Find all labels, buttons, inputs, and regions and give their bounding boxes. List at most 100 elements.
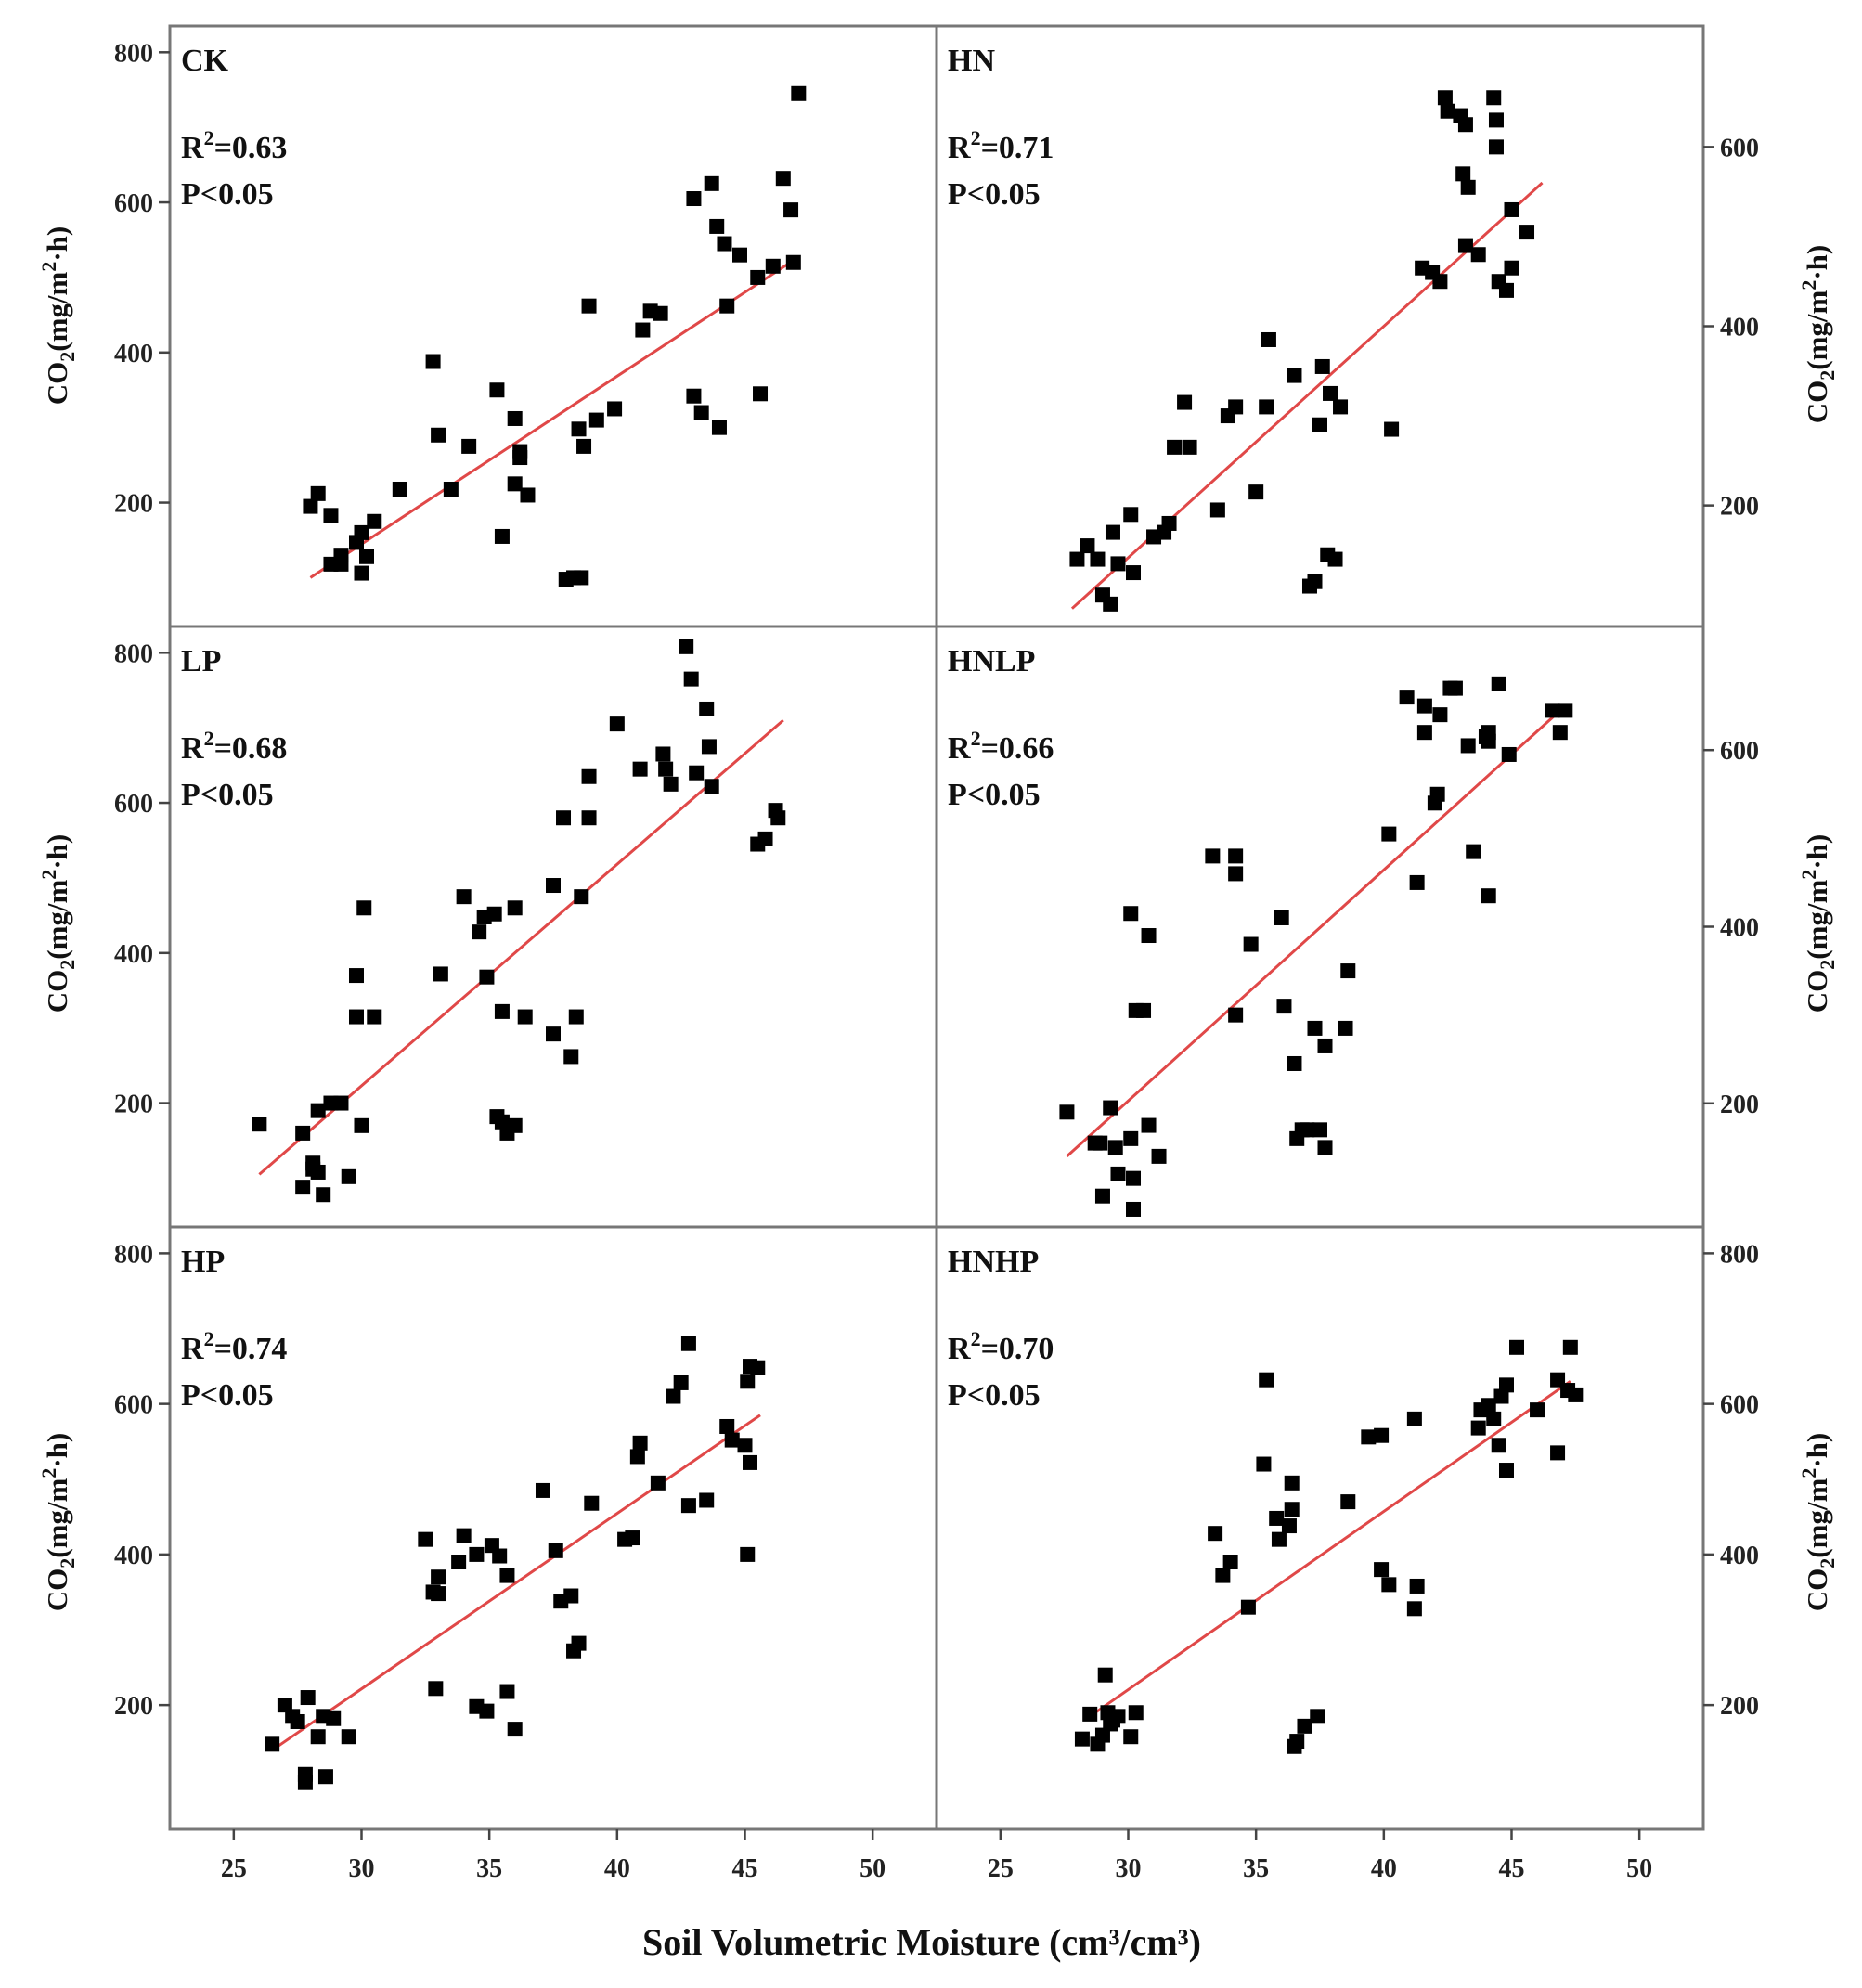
data-point bbox=[699, 1492, 715, 1508]
data-point bbox=[479, 1703, 495, 1719]
data-point bbox=[1271, 1531, 1287, 1547]
data-point bbox=[418, 1531, 433, 1547]
data-point bbox=[1228, 848, 1244, 864]
data-point bbox=[431, 1586, 446, 1602]
r-squared-label: R2=0.71 bbox=[948, 126, 1054, 165]
data-point bbox=[765, 258, 781, 274]
x-tick-label: 40 bbox=[1371, 1854, 1397, 1883]
data-point bbox=[1460, 179, 1476, 195]
data-point bbox=[323, 508, 339, 523]
data-point bbox=[1136, 1002, 1152, 1018]
data-point bbox=[1228, 399, 1244, 415]
data-point bbox=[1381, 1577, 1397, 1593]
data-point bbox=[663, 776, 679, 792]
data-point bbox=[1269, 1510, 1285, 1526]
data-point bbox=[1317, 1038, 1333, 1053]
data-point bbox=[303, 498, 318, 514]
data-point bbox=[686, 388, 702, 404]
data-point bbox=[297, 1775, 313, 1790]
data-point bbox=[333, 1095, 349, 1111]
p-value-label: P<0.05 bbox=[948, 778, 1041, 812]
y-tick-label: 400 bbox=[114, 340, 153, 368]
x-tick-label: 45 bbox=[1499, 1854, 1525, 1883]
data-point bbox=[1103, 1100, 1118, 1116]
data-point bbox=[1338, 1020, 1353, 1036]
x-tick-label: 50 bbox=[1626, 1854, 1652, 1883]
data-point bbox=[341, 1168, 356, 1184]
data-point bbox=[785, 254, 801, 270]
data-point bbox=[571, 421, 587, 437]
data-point bbox=[719, 1418, 735, 1434]
data-point bbox=[699, 701, 715, 716]
data-point bbox=[1228, 1007, 1244, 1023]
data-point bbox=[1123, 906, 1139, 922]
data-point bbox=[1248, 484, 1264, 500]
data-point bbox=[1314, 358, 1330, 374]
data-point bbox=[469, 1546, 485, 1562]
fit-line bbox=[1066, 704, 1567, 1157]
data-point bbox=[584, 1495, 600, 1511]
data-point bbox=[310, 1103, 326, 1118]
r-squared-label: R2=0.63 bbox=[181, 126, 287, 165]
data-point bbox=[581, 810, 597, 826]
data-point bbox=[1519, 225, 1535, 240]
data-point bbox=[783, 202, 799, 218]
data-point bbox=[1545, 703, 1560, 718]
data-point bbox=[1297, 1718, 1312, 1734]
data-point bbox=[1457, 238, 1473, 253]
data-point bbox=[451, 1555, 467, 1570]
data-point bbox=[1312, 417, 1327, 432]
data-point bbox=[535, 1482, 550, 1498]
data-point bbox=[1361, 1429, 1377, 1445]
data-point bbox=[1323, 385, 1338, 401]
data-point bbox=[680, 1336, 696, 1351]
data-point bbox=[1228, 866, 1244, 882]
data-point bbox=[1333, 399, 1349, 415]
data-point bbox=[1307, 574, 1323, 589]
data-point bbox=[791, 85, 807, 101]
y-axis-title-middle-right: CO2(mg/m2·h) bbox=[1797, 834, 1839, 1013]
data-point bbox=[1340, 1494, 1356, 1510]
y-axis-title-top-left: CO2(mg/m2·h) bbox=[37, 226, 79, 406]
data-point bbox=[1491, 1438, 1506, 1453]
data-point bbox=[1437, 90, 1453, 106]
data-point bbox=[1455, 166, 1471, 182]
data-point bbox=[750, 269, 766, 285]
data-point bbox=[1466, 844, 1481, 859]
data-point bbox=[1080, 538, 1095, 554]
data-point bbox=[517, 1009, 533, 1025]
x-tick-label: 50 bbox=[860, 1854, 886, 1883]
data-point bbox=[556, 810, 572, 826]
data-point bbox=[548, 1543, 563, 1558]
data-point bbox=[1409, 874, 1425, 890]
data-point bbox=[724, 1432, 740, 1448]
data-point bbox=[1481, 1398, 1496, 1414]
data-point bbox=[1552, 725, 1568, 741]
data-point bbox=[489, 382, 505, 398]
data-point bbox=[317, 1769, 333, 1785]
data-point bbox=[359, 549, 375, 564]
data-point bbox=[367, 513, 382, 529]
fit-line bbox=[1089, 1380, 1571, 1718]
data-point bbox=[750, 1360, 766, 1375]
data-point bbox=[1317, 1140, 1333, 1155]
data-point bbox=[581, 298, 597, 314]
data-point bbox=[425, 354, 441, 369]
data-point bbox=[310, 1164, 326, 1180]
data-point bbox=[1381, 826, 1397, 842]
data-point bbox=[1069, 551, 1085, 567]
data-point bbox=[300, 1690, 316, 1706]
data-point bbox=[1074, 1731, 1090, 1747]
data-point bbox=[1550, 1445, 1566, 1461]
y-tick-label: 200 bbox=[1720, 493, 1759, 522]
y-axis-title-bottom-left: CO2(mg/m2·h) bbox=[37, 1433, 79, 1612]
data-point bbox=[512, 450, 528, 466]
data-point bbox=[326, 1710, 342, 1726]
data-point bbox=[588, 412, 604, 428]
data-point bbox=[1215, 1568, 1231, 1583]
p-value-label: P<0.05 bbox=[181, 1378, 274, 1413]
data-point bbox=[632, 1435, 648, 1451]
y-tick-label: 400 bbox=[114, 940, 153, 969]
